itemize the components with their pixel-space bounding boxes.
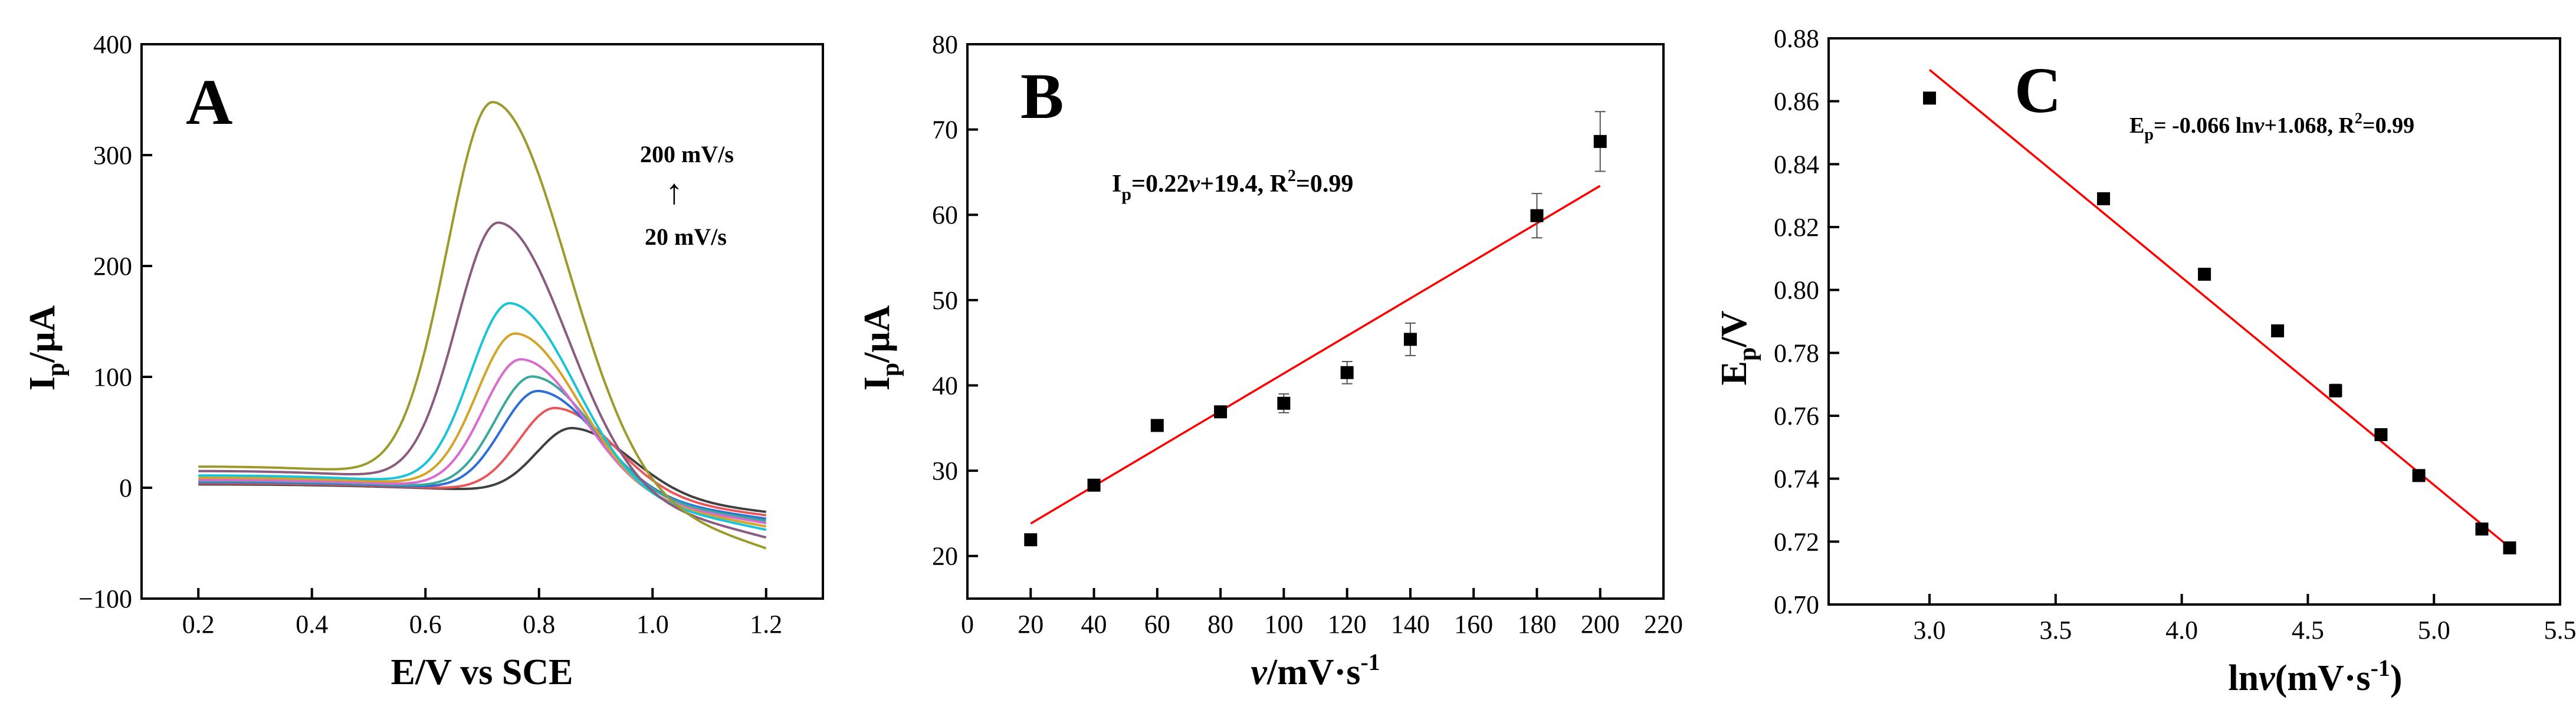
panel-c-y-tick-label: 0.86: [1774, 87, 1819, 116]
panel-c-data-point: [2271, 324, 2285, 337]
panel-a-y-tick-label: 300: [93, 141, 132, 170]
panel-b-x-tick-label: 40: [1081, 610, 1107, 639]
panel-c-y-tick-label: 0.82: [1774, 213, 1819, 242]
panel-c-data-point: [2475, 523, 2489, 536]
panel-c-x-tick-label: 5.5: [2544, 616, 2576, 645]
panel-a-y-tick-label: 0: [119, 474, 132, 502]
panel-c-data-point: [2412, 469, 2426, 482]
panel-c-fit-line: [1928, 68, 2511, 548]
panel-c-y-tick-label: 0.72: [1774, 527, 1819, 556]
panel-c-y-tick-label: 0.88: [1774, 24, 1819, 53]
panel-b-ylabel: Ip/μA: [857, 305, 904, 390]
panel-c-y-tick-label: 0.80: [1774, 276, 1819, 305]
panel-b-data-point: [1277, 396, 1291, 410]
panel-a-annotation-top: 200 mV/s: [640, 141, 734, 167]
panel-a-y-tick-label: 400: [93, 30, 132, 59]
panel-a-xlabel: E/V vs SCE: [391, 652, 573, 692]
panel-c-data-point: [2097, 192, 2111, 205]
panel-c-data-point: [1923, 91, 1937, 105]
panel-c-plot-frame: [1827, 37, 2561, 606]
panel-b-x-tick-label: 220: [1644, 610, 1683, 639]
panel-b-y-tick-label: 40: [932, 371, 958, 400]
panel-b-xlabel: v/mV·s-1: [1251, 649, 1380, 692]
panel-b-y-tick-label: 30: [932, 456, 958, 485]
panel-b-data-point: [1593, 134, 1607, 148]
panel-b-data-point: [1214, 405, 1228, 419]
panel-b-y-tick-label: 80: [932, 30, 958, 59]
panel-c-x-tick-label: 5.0: [2418, 616, 2450, 645]
cv-curve-40-mV-s: [198, 406, 766, 517]
panel-c-x-tick-label: 4.5: [2292, 616, 2324, 645]
panel-b-x-tick-label: 20: [1018, 610, 1043, 639]
panel-b-x-tick-label: 80: [1207, 610, 1233, 639]
panel-c-x-tick-label: 4.0: [2165, 616, 2198, 645]
panel-a-x-tick-label: 0.4: [296, 610, 328, 639]
panel-c-data-point: [2329, 384, 2342, 398]
panel-c-data-point: [2503, 541, 2516, 554]
panel-a-x-tick-label: 1.0: [636, 610, 669, 639]
panel-b-data-point: [1403, 333, 1417, 346]
panel-b-data-point: [1530, 209, 1544, 222]
panel-a-ylabel: Ip/μA: [22, 305, 70, 390]
panel-b-x-tick-label: 0: [961, 610, 974, 639]
panel-b: B Ip=0.22v+19.4, R2=0.99 v/mV·s-1 Ip/μA …: [857, 30, 1683, 692]
panel-a-plot-frame: [140, 43, 824, 600]
panel-a-y-tick-label: −100: [78, 584, 132, 613]
panel-b-fit-line: [1030, 185, 1601, 525]
cv-curve-200-mV-s: [198, 101, 767, 550]
panel-b-data-point: [1087, 478, 1101, 492]
panel-b-x-tick-label: 100: [1264, 610, 1303, 639]
panel-a-label: A: [186, 66, 232, 138]
panel-b-y-tick-label: 60: [932, 201, 958, 229]
panel-a-x-tick-label: 1.2: [750, 610, 782, 639]
panel-a-x-tick-label: 0.8: [523, 610, 555, 639]
panel-c-y-tick-label: 0.76: [1774, 402, 1819, 431]
panel-b-y-tick-label: 20: [932, 542, 958, 571]
panel-b-x-tick-label: 120: [1328, 610, 1367, 639]
panel-c-y-tick-label: 0.84: [1774, 150, 1819, 179]
panel-c-equation: Ep= -0.066 lnv+1.068, R2=0.99: [2129, 110, 2414, 144]
panel-c-xlabel: lnv(mV·s-1): [2228, 655, 2402, 698]
panel-c-ylabel: Ep/V: [1714, 310, 1761, 385]
panel-a-x-tick-label: 0.2: [182, 610, 215, 639]
panel-b-data-point: [1150, 419, 1164, 432]
panel-b-x-tick-label: 200: [1581, 610, 1620, 639]
panel-c-x-tick-label: 3.0: [1914, 616, 1946, 645]
panel-b-x-tick-label: 140: [1391, 610, 1430, 639]
panel-c-data-point: [2198, 268, 2211, 281]
panel-b-y-tick-label: 50: [932, 286, 958, 315]
panel-a-y-tick-label: 100: [93, 363, 132, 392]
panel-b-equation: Ip=0.22v+19.4, R2=0.99: [1112, 167, 1353, 204]
panel-a-annotation-bottom: 20 mV/s: [645, 224, 727, 250]
panel-a-annotation-arrow: ↑: [665, 172, 683, 211]
panel-b-data-point: [1340, 366, 1354, 379]
panel-b-x-tick-label: 180: [1517, 610, 1556, 639]
panel-b-x-tick-label: 160: [1454, 610, 1493, 639]
panel-c-label: C: [2014, 54, 2061, 126]
panel-b-plot-frame: [966, 43, 1665, 600]
panel-c: C Ep= -0.066 lnv+1.068, R2=0.99 lnv(mV·s…: [1714, 24, 2576, 698]
panel-a: A 200 mV/s ↑ 20 mV/s E/V vs SCE Ip/μA 0.…: [22, 30, 824, 692]
panel-a-y-tick-label: 200: [93, 252, 132, 281]
panel-b-label: B: [1020, 60, 1064, 132]
panel-c-y-tick-label: 0.74: [1774, 465, 1819, 494]
cv-curve-80-mV-s: [198, 375, 767, 523]
panel-c-y-tick-label: 0.78: [1774, 339, 1819, 367]
cv-curve-180-mV-s: [198, 221, 767, 539]
panel-c-data-point: [2374, 428, 2388, 441]
panel-a-x-tick-label: 0.6: [409, 610, 442, 639]
panel-b-data-point: [1024, 533, 1038, 547]
panel-c-x-tick-label: 3.5: [2039, 616, 2072, 645]
panel-b-x-tick-label: 60: [1144, 610, 1170, 639]
panel-c-y-tick-label: 0.70: [1774, 590, 1819, 619]
panel-b-y-tick-label: 70: [932, 116, 958, 144]
